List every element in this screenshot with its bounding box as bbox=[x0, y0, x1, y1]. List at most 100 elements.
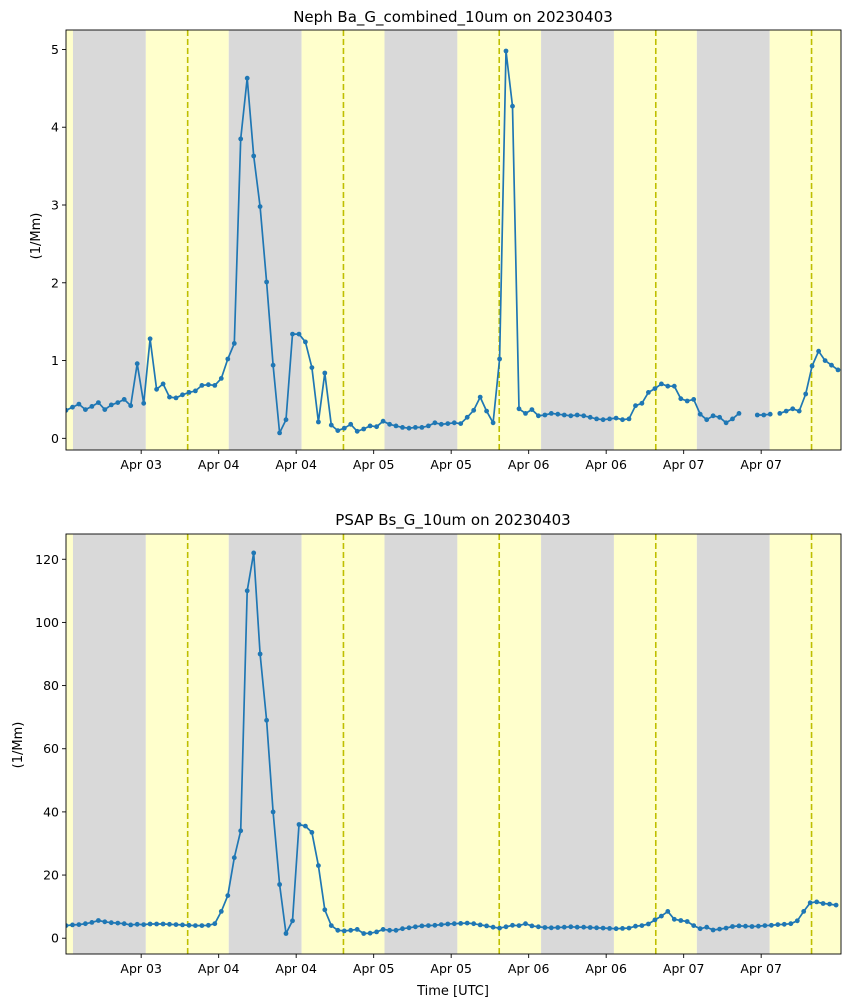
data-point bbox=[83, 921, 88, 927]
neph-chart-panel: Neph Ba_G_combined_10um on 20230403 (1/M… bbox=[29, 8, 842, 472]
data-point bbox=[283, 417, 289, 423]
data-point bbox=[186, 390, 192, 395]
data-point bbox=[458, 921, 464, 926]
data-point bbox=[523, 921, 528, 927]
data-point bbox=[231, 341, 237, 346]
data-point bbox=[251, 153, 257, 159]
data-point bbox=[70, 404, 75, 410]
axes-frame bbox=[65, 533, 842, 955]
y-tick-label: 80 bbox=[43, 678, 59, 693]
data-point bbox=[400, 425, 405, 430]
data-point bbox=[141, 922, 147, 927]
data-point bbox=[497, 356, 502, 362]
data-point bbox=[121, 397, 127, 402]
y-axis-label: (1/Mm) bbox=[11, 722, 26, 769]
data-point bbox=[555, 411, 561, 417]
x-tick-label: Apr 07 bbox=[740, 457, 782, 472]
y-tick-label: 5 bbox=[51, 42, 59, 57]
data-point bbox=[380, 418, 386, 424]
data-point bbox=[374, 424, 379, 430]
data-point bbox=[154, 921, 160, 927]
data-point bbox=[438, 421, 444, 427]
data-point bbox=[600, 925, 606, 931]
data-point bbox=[659, 913, 664, 919]
data-point bbox=[671, 916, 677, 922]
data-point bbox=[794, 918, 800, 924]
x-tick-label: Apr 05 bbox=[353, 961, 395, 976]
data-point bbox=[717, 926, 722, 932]
data-point bbox=[555, 925, 561, 930]
y-tick-label: 0 bbox=[51, 931, 59, 946]
data-point bbox=[419, 923, 425, 929]
data-point bbox=[186, 922, 192, 928]
data-point bbox=[193, 388, 198, 394]
data-point bbox=[730, 416, 735, 422]
data-point bbox=[594, 416, 599, 422]
data-point bbox=[568, 924, 574, 930]
data-point bbox=[244, 588, 250, 594]
data-point bbox=[115, 400, 121, 405]
data-point bbox=[316, 863, 321, 868]
night-band bbox=[228, 534, 302, 954]
data-point bbox=[426, 423, 431, 429]
data-point bbox=[303, 339, 308, 345]
data-point bbox=[633, 923, 638, 929]
data-point bbox=[833, 902, 839, 908]
data-point bbox=[238, 136, 244, 142]
data-point bbox=[704, 417, 710, 423]
night-band bbox=[228, 30, 302, 450]
data-point bbox=[445, 421, 451, 426]
data-point bbox=[160, 921, 166, 927]
chart-title: PSAP Bs_G_10um on 20230403 bbox=[335, 511, 570, 530]
data-point bbox=[620, 417, 625, 423]
data-point bbox=[581, 413, 587, 419]
x-tick-label: Apr 06 bbox=[585, 457, 627, 472]
data-point bbox=[790, 406, 796, 412]
data-point bbox=[328, 923, 334, 928]
data-point bbox=[296, 822, 302, 827]
data-point bbox=[652, 386, 658, 391]
data-point bbox=[212, 383, 218, 388]
data-point bbox=[83, 407, 88, 412]
data-point bbox=[490, 420, 496, 426]
data-point bbox=[335, 428, 341, 433]
data-point bbox=[536, 413, 541, 419]
data-point bbox=[717, 414, 722, 420]
data-point bbox=[238, 828, 244, 834]
data-point bbox=[154, 386, 160, 392]
data-point bbox=[277, 882, 282, 887]
data-point bbox=[257, 651, 263, 657]
data-point bbox=[102, 407, 108, 412]
data-point bbox=[167, 394, 172, 400]
data-point bbox=[646, 390, 651, 395]
plot-area bbox=[66, 534, 841, 954]
data-point bbox=[581, 924, 587, 930]
data-point bbox=[270, 362, 276, 368]
data-point bbox=[743, 923, 748, 929]
data-point bbox=[484, 408, 489, 414]
data-point bbox=[212, 921, 218, 927]
y-tick-label: 100 bbox=[35, 615, 59, 630]
x-tick-label: Apr 07 bbox=[663, 457, 705, 472]
data-point bbox=[413, 924, 418, 930]
data-point bbox=[529, 923, 535, 929]
data-point bbox=[361, 426, 367, 432]
data-point bbox=[432, 420, 438, 426]
data-point bbox=[451, 420, 457, 426]
data-point bbox=[432, 922, 438, 928]
data-point bbox=[134, 361, 140, 367]
data-point bbox=[548, 925, 554, 931]
y-tick-label: 120 bbox=[35, 552, 59, 567]
y-tick-label: 60 bbox=[43, 741, 59, 756]
data-point bbox=[723, 925, 729, 931]
data-point bbox=[710, 413, 716, 419]
data-point bbox=[730, 924, 735, 929]
data-point bbox=[464, 920, 470, 926]
data-point bbox=[66, 923, 69, 928]
data-point bbox=[341, 928, 347, 934]
plot-area bbox=[66, 30, 841, 450]
data-point bbox=[796, 408, 802, 414]
data-point bbox=[594, 925, 599, 931]
data-point bbox=[89, 404, 95, 409]
data-point bbox=[620, 926, 625, 931]
